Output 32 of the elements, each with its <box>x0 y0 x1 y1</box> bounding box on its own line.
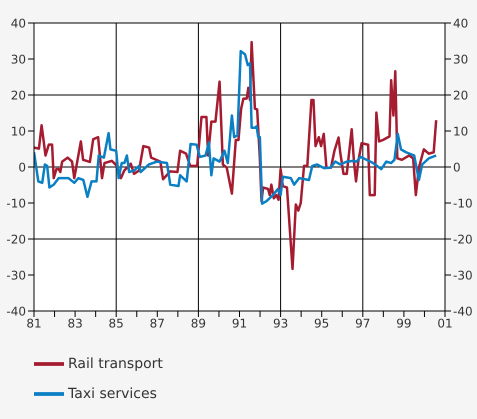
y-tick-label: -40 <box>6 304 26 318</box>
y2-tick-label: 0 <box>453 160 461 174</box>
y2-tick-label: -10 <box>453 196 473 210</box>
y2-tick-label: 20 <box>453 88 468 102</box>
x-tick-label: 01 <box>437 316 453 331</box>
y-tick-label: -30 <box>6 268 26 282</box>
y-tick-label: 0 <box>18 160 26 174</box>
x-tick-label: 89 <box>190 316 206 331</box>
legend-label: Taxi services <box>68 386 157 402</box>
x-tick-label: 81 <box>26 316 42 331</box>
x-tick-label: 87 <box>150 316 165 331</box>
x-tick-label: 99 <box>396 316 412 331</box>
x-tick-label: 93 <box>272 316 288 331</box>
x-tick-label: 97 <box>355 316 370 331</box>
y2-tick-label: -20 <box>453 232 473 246</box>
y-tick-label: 30 <box>10 52 26 66</box>
y2-tick-label: -30 <box>453 268 473 282</box>
x-tick-label: 91 <box>232 316 248 331</box>
y-tick-label: -20 <box>6 232 26 246</box>
x-tick-label: 85 <box>108 316 124 331</box>
y-tick-label: 40 <box>10 16 26 30</box>
legend-label: Rail transport <box>68 356 163 372</box>
y-tick-label: -10 <box>6 196 26 210</box>
y2-tick-label: 30 <box>453 52 468 66</box>
y2-tick-label: 10 <box>453 124 468 138</box>
y2-tick-label: -40 <box>453 304 473 318</box>
x-tick-label: 83 <box>67 316 83 331</box>
y2-tick-label: 40 <box>453 16 468 30</box>
y-tick-label: 20 <box>10 88 26 102</box>
line-series <box>34 50 438 205</box>
y-tick-label: 10 <box>10 124 26 138</box>
x-tick-label: 95 <box>314 316 330 331</box>
